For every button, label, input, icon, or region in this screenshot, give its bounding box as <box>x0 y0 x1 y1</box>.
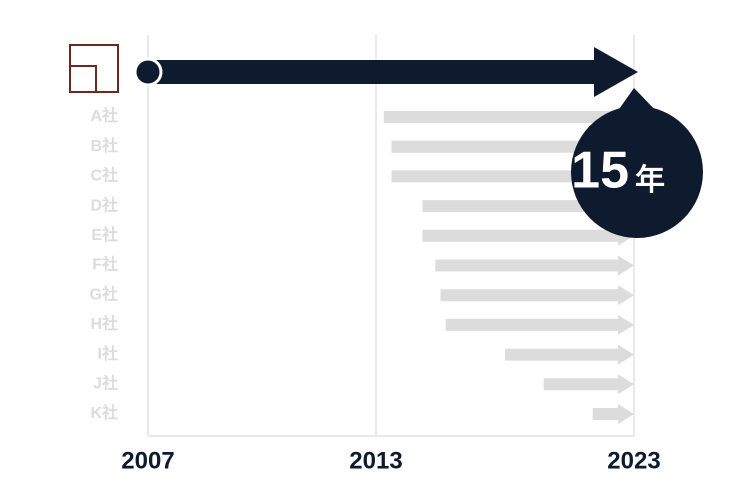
y-tick-label: E社 <box>91 225 118 244</box>
y-tick-label: C社 <box>90 166 118 185</box>
y-tick-label: F社 <box>92 255 118 274</box>
callout-number: 15 <box>571 142 629 200</box>
bar-arrow <box>440 285 634 306</box>
x-tick-label: 2013 <box>349 447 402 474</box>
y-tick-label: B社 <box>90 136 118 155</box>
start-dot <box>133 57 163 87</box>
logo <box>69 44 119 93</box>
bar-arrow <box>543 374 634 395</box>
y-tick-label: J社 <box>93 374 118 393</box>
y-tick-label: A社 <box>90 106 118 125</box>
x-tick-label: 2023 <box>607 447 660 474</box>
bar-arrow <box>435 255 634 276</box>
y-tick-label: H社 <box>90 314 118 333</box>
bar-arrow <box>422 225 634 246</box>
x-tick-label: 2007 <box>121 447 174 474</box>
bar-arrow <box>445 314 634 335</box>
bar-arrow <box>592 404 634 424</box>
highlight-arrow <box>148 47 638 97</box>
bar-arrow <box>505 344 634 365</box>
bar-arrow <box>391 136 634 157</box>
callout-circle <box>571 106 703 238</box>
callout-unit: 年 <box>635 164 665 197</box>
y-tick-label: G社 <box>90 284 118 303</box>
y-tick-label: D社 <box>90 195 118 214</box>
callout <box>617 88 657 112</box>
bar-arrow <box>383 107 634 127</box>
y-tick-label: K社 <box>90 403 118 422</box>
y-tick-label: I社 <box>98 344 118 363</box>
